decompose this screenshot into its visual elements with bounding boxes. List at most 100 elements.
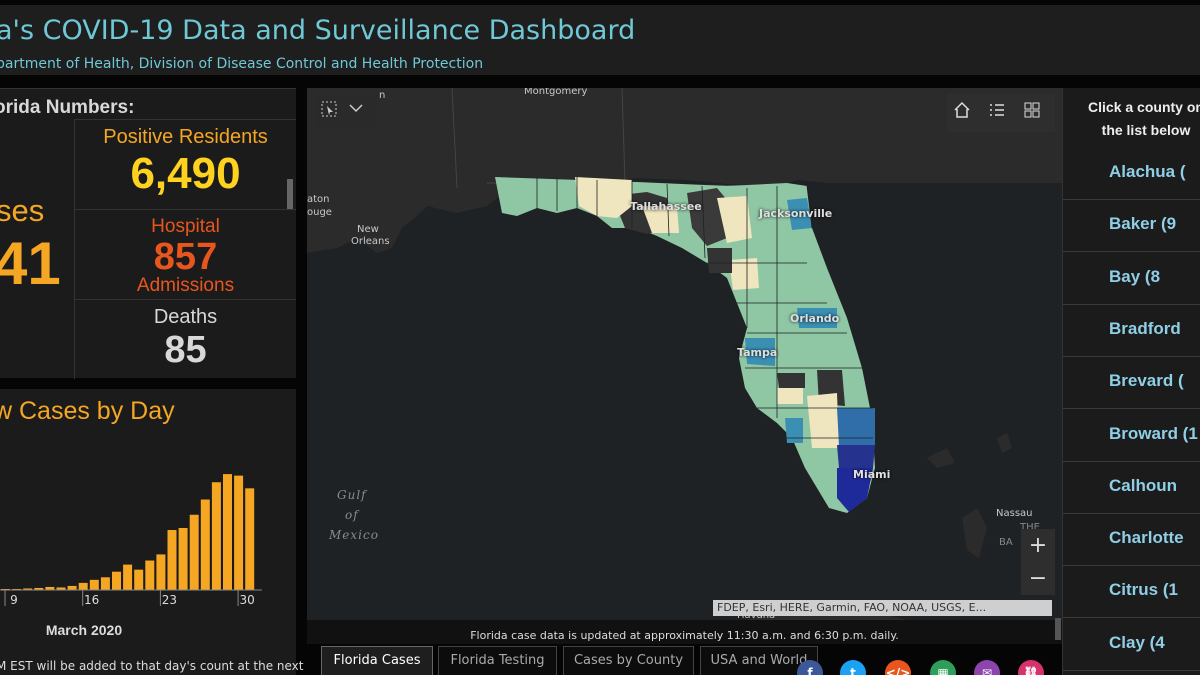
map-label-miami: Miami [853, 468, 891, 481]
county-teal-3 [745, 338, 775, 366]
map-tools-bar [315, 94, 377, 130]
county-cream-6 [807, 393, 839, 448]
county-name: Calhoun [1109, 475, 1177, 495]
florida-map[interactable]: Montgomery n Tallahassee Jacksonville Or… [307, 88, 1062, 620]
positive-residents-value: 6,490 [130, 149, 241, 198]
bar-13[interactable] [45, 586, 55, 590]
bar-19[interactable] [112, 571, 121, 590]
deaths-card: Deaths 85 [74, 299, 296, 379]
county-teal-4 [785, 418, 803, 443]
county-list-item[interactable]: Baker (9 [1063, 200, 1200, 253]
county-list-item[interactable]: Clay (4 [1063, 619, 1200, 671]
twitter-icon[interactable]: t [840, 660, 866, 675]
embed-icon[interactable]: </> [885, 660, 911, 675]
total-cases-value: 41 [0, 230, 61, 297]
cases-by-day-panel: w Cases by Day 9 16 23 30 March 2020 M EST … [0, 389, 303, 675]
county-name: Alachua ( [1109, 162, 1186, 181]
x-tick-label-16: 16 [84, 593, 99, 607]
state-line-2 [621, 88, 626, 184]
map-attribution[interactable]: FDEP, Esri, HERE, Garmin, FAO, NOAA, USG… [713, 600, 1052, 616]
map-label-new: New [357, 224, 379, 235]
deaths-value: 85 [164, 329, 207, 371]
bar-9[interactable] [1, 588, 10, 590]
county-list-item[interactable]: Calhoun [1063, 462, 1200, 514]
positive-residents-label: Positive Residents [103, 126, 268, 148]
bar-11[interactable] [23, 588, 33, 590]
map-label-orleans: Orleans [351, 236, 390, 247]
bar-27[interactable] [200, 499, 210, 590]
link-icon[interactable]: ⛓ [1018, 660, 1044, 675]
bar-12[interactable] [34, 587, 44, 590]
bar-22[interactable] [145, 560, 155, 590]
basemap-gallery-icon[interactable] [1023, 101, 1047, 125]
map-label-orlando: Orlando [790, 312, 840, 325]
bar-18[interactable] [100, 577, 110, 590]
tab-cases-by-county[interactable]: Cases by County [563, 646, 694, 675]
map-label-bahamas: BA [999, 537, 1013, 548]
county-list-item[interactable]: Charlotte [1063, 514, 1200, 567]
county-broward [837, 445, 875, 468]
map-label-tallahassee: Tallahassee [630, 200, 702, 213]
county-list-item[interactable]: Bay (8 [1063, 253, 1200, 305]
zoom-in-button[interactable]: + [1028, 533, 1048, 558]
chevron-down-icon[interactable] [348, 100, 372, 124]
county-name: Clay (4 [1109, 632, 1165, 652]
county-list-item[interactable]: Broward (1 [1063, 410, 1200, 462]
bar-31[interactable] [245, 488, 255, 590]
map-label-gulf: Gulf [337, 488, 367, 502]
county-list-item[interactable]: Bradford [1063, 305, 1200, 357]
county-list-heading: Click a county on the list below [1071, 96, 1200, 142]
bar-24[interactable] [167, 530, 177, 590]
email-icon[interactable]: ✉ [974, 660, 1000, 675]
tab-scrollbar[interactable] [1055, 618, 1061, 640]
county-name: Citrus (1 [1109, 580, 1178, 600]
map-label-nassau: Nassau [996, 508, 1033, 519]
county-list-item[interactable]: Citrus (1 [1063, 566, 1200, 619]
bar-30[interactable] [234, 475, 244, 590]
chart-x-axis-label: March 2020 [46, 622, 122, 638]
qr-code-icon[interactable]: ▦ [930, 660, 956, 675]
zoom-out-button[interactable]: − [1028, 566, 1048, 591]
county-palm-beach [837, 408, 875, 445]
bar-25[interactable] [178, 527, 188, 590]
update-text: Florida case data is updated at approxim… [470, 629, 899, 642]
bar-26[interactable] [189, 514, 199, 590]
bar-21[interactable] [134, 569, 144, 590]
bar-29[interactable] [223, 474, 232, 590]
legend-list-icon[interactable] [988, 101, 1012, 125]
numbers-heading: orida Numbers: [0, 97, 135, 118]
bar-15[interactable] [67, 585, 77, 590]
select-icon[interactable] [320, 100, 344, 124]
map-widget-bar [947, 94, 1055, 132]
positive-residents-card: Positive Residents 6,490 [74, 119, 296, 209]
facebook-icon[interactable]: f [797, 660, 823, 675]
county-name: Brevard ( [1109, 371, 1184, 391]
home-icon[interactable] [953, 101, 977, 125]
bar-28[interactable] [211, 482, 221, 590]
county-name: Bay (8 [1109, 266, 1161, 286]
bar-17[interactable] [89, 579, 99, 590]
bar-23[interactable] [156, 554, 166, 590]
county-cream-5 [777, 388, 803, 404]
bar-16[interactable] [78, 582, 88, 590]
x-tick-label-9: 9 [10, 593, 18, 607]
map-label-rouge: ouge [307, 207, 332, 218]
tab-florida-testing[interactable]: Florida Testing [438, 646, 557, 675]
admissions-label: Admissions [136, 275, 235, 296]
county-list-item[interactable]: Brevard ( [1063, 357, 1200, 410]
bar-14[interactable] [56, 587, 66, 590]
tab-florida-cases[interactable]: Florida Cases [321, 646, 433, 675]
chart-footnote: M EST will be added to that day's count … [0, 659, 304, 673]
county-dark-3 [707, 248, 732, 273]
county-list-item[interactable]: Alachua ( [1063, 148, 1200, 200]
bar-20[interactable] [123, 564, 133, 590]
map-canvas[interactable] [307, 88, 1062, 620]
numbers-scrollbar[interactable] [287, 179, 293, 209]
county-list-panel: Click a county on the list below Alachua… [1062, 88, 1200, 675]
map-label-the: THE [1020, 522, 1040, 533]
map-label-partial: n [379, 90, 386, 101]
county-dark-4 [777, 373, 805, 388]
county-name: Charlotte [1109, 528, 1184, 548]
bar-10[interactable] [12, 588, 22, 590]
